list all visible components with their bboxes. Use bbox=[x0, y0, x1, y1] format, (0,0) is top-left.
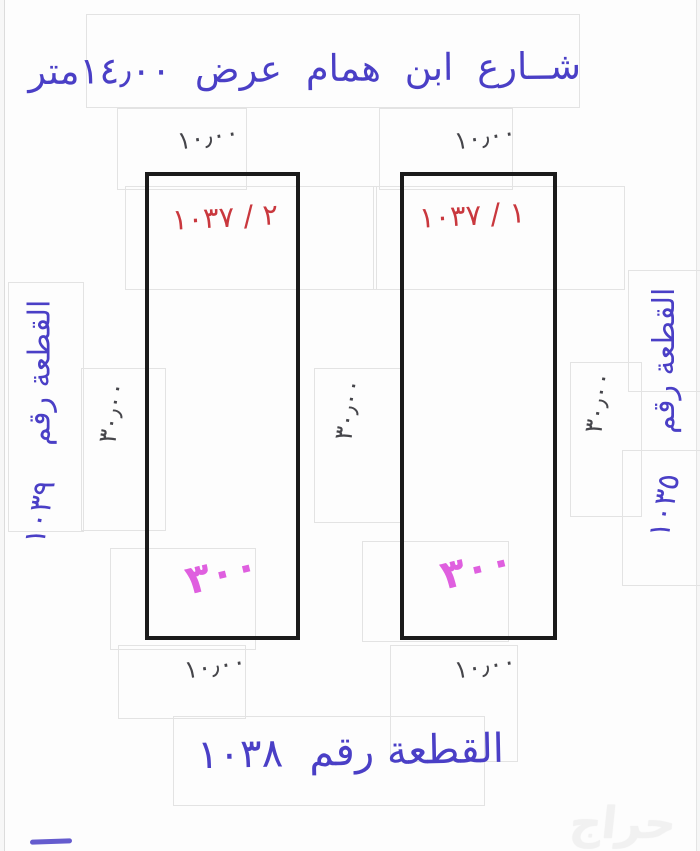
dim-bottom-right: ١٠٫٠٠ bbox=[452, 646, 518, 685]
neighbor-right-label: القطعة رقم bbox=[646, 287, 682, 434]
neighbor-plot-left: القطعة رقم ١٠٣٩ bbox=[16, 284, 64, 561]
neighbor-bottom-number: ١٠٣٨ bbox=[196, 730, 284, 779]
neighbor-left-number: ١٠٣٩ bbox=[16, 477, 63, 547]
dim-side-right: ٣٠٫٠٠ bbox=[578, 369, 618, 436]
plot-rectangle-left bbox=[145, 172, 300, 640]
dim-top-left: ١٠٫٠٠ bbox=[175, 117, 241, 156]
haraj-watermark: حراج bbox=[567, 798, 679, 849]
street-label: شــارع ابن همام عرض ١٤٫٠٠متر bbox=[27, 44, 582, 94]
pen-mark bbox=[29, 838, 73, 845]
photo-right-edge bbox=[696, 0, 700, 851]
dim-side-left: ٣٠٫٠٠ bbox=[92, 379, 132, 446]
neighbor-left-label: القطعة رقم bbox=[22, 299, 57, 446]
neighbor-right-number: ١٠٣٥ bbox=[641, 471, 687, 541]
neighbor-bottom-label: القطعة رقم bbox=[308, 725, 505, 776]
neighbor-plot-right: القطعة رقم ١٠٣٥ bbox=[638, 266, 690, 560]
dim-top-right: ١٠٫٠٠ bbox=[452, 117, 518, 156]
photo-left-edge bbox=[0, 0, 5, 851]
dim-side-middle: ٣٠٫٠٠ bbox=[328, 376, 368, 443]
dim-bottom-left: ١٠٫٠٠ bbox=[182, 646, 248, 685]
plot-rectangle-right bbox=[400, 172, 557, 640]
neighbor-plot-bottom: القطعة رقم ١٠٣٨ bbox=[177, 718, 523, 785]
